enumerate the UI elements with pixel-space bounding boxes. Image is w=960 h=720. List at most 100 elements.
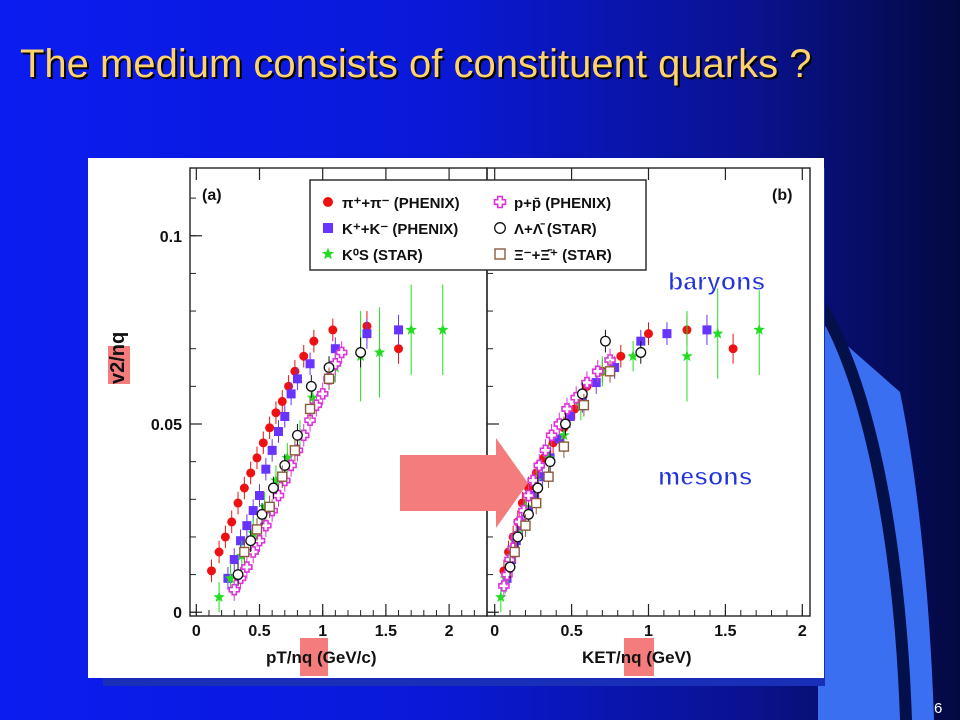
- lambda-marker: [291, 429, 303, 441]
- lambda-marker: [504, 561, 516, 573]
- lambda-marker: [232, 569, 244, 581]
- pion-marker: [277, 396, 287, 406]
- kaon-marker: [229, 555, 239, 565]
- kaon-marker: [248, 506, 258, 516]
- decorative-dark-swoosh: [814, 300, 912, 720]
- k0s-marker: [270, 474, 282, 486]
- proton-marker: [310, 399, 323, 411]
- lambda-marker: [599, 335, 611, 347]
- panel-a: 0 0.5 1 1.5 2 0 0.05 0.1 (a): [151, 167, 488, 640]
- pion-marker: [328, 325, 338, 335]
- x-tick-label: 1.5: [714, 623, 736, 640]
- kaon-marker: [280, 411, 290, 421]
- proton-marker: [493, 195, 507, 209]
- x-tick-label: 0: [192, 623, 201, 640]
- series-square-open: [239, 367, 335, 564]
- kaon-marker: [286, 389, 296, 399]
- kaon-marker: [591, 378, 601, 388]
- series-circle-open: [232, 337, 367, 586]
- xi-marker: [520, 520, 531, 531]
- legend-entry: Λ+Λ̄ (STAR): [514, 221, 597, 238]
- proton-marker: [539, 444, 552, 457]
- proton-marker: [228, 583, 241, 596]
- kaon-marker: [394, 325, 404, 335]
- kaon-marker: [236, 536, 246, 546]
- legend: π⁺+π⁻ (PHENIX) p+p̄ (PHENIX) K⁺+K⁻ (PHENIX…: [309, 179, 647, 271]
- legend-entry: Ξ⁻+Ξ̄⁺ (STAR): [514, 247, 612, 264]
- panel-label: (a): [202, 187, 222, 204]
- x-tick-label: 2: [445, 623, 454, 640]
- series-circle: [206, 311, 404, 583]
- proton-marker: [498, 580, 510, 592]
- proton-marker: [533, 459, 546, 472]
- pion-marker: [265, 423, 275, 433]
- pion-marker: [258, 438, 268, 448]
- y-tick-label: 0: [173, 605, 182, 622]
- lambda-marker: [355, 347, 367, 358]
- lambda-marker: [544, 456, 556, 468]
- lambda-marker: [494, 222, 506, 234]
- xi-marker: [578, 399, 590, 411]
- k0s-marker: [558, 429, 570, 441]
- x-tick-label: 1: [318, 623, 327, 640]
- xi-marker: [277, 471, 288, 482]
- proton-marker: [545, 429, 558, 442]
- x-tick-label: 0.5: [560, 623, 582, 640]
- pion-marker: [252, 453, 262, 463]
- lambda-marker: [559, 418, 571, 430]
- kaon-marker: [305, 359, 315, 369]
- k0s-marker: [281, 451, 293, 463]
- proton-marker: [522, 489, 535, 502]
- kaon-marker: [636, 336, 646, 346]
- kaon-marker: [537, 472, 547, 482]
- pion-marker: [299, 351, 309, 361]
- k0s-marker: [213, 591, 225, 602]
- lambda-marker: [305, 380, 317, 392]
- k0s-marker: [712, 327, 724, 339]
- overlays: v2/nq pT/nq (GeV/c) KET/nq (GeV) baryons mes…: [107, 268, 766, 676]
- pion-marker: [644, 329, 653, 339]
- proton-marker: [329, 357, 342, 370]
- proton-marker: [335, 346, 348, 359]
- lambda-marker: [267, 482, 279, 494]
- legend-entry: K⁰S (STAR): [342, 247, 423, 264]
- kaon-marker: [267, 445, 277, 455]
- k0s-marker: [306, 391, 319, 403]
- kaon-marker: [292, 374, 302, 384]
- lambda-marker: [523, 508, 534, 520]
- baryons-label: baryons: [668, 268, 765, 296]
- lambda-marker: [512, 531, 524, 543]
- legend-entry: p+p̄ (PHENIX): [514, 195, 611, 212]
- k0s-marker: [753, 323, 765, 335]
- pion-marker: [309, 336, 319, 346]
- pion-marker: [214, 547, 224, 557]
- lambda-marker: [576, 388, 588, 400]
- kaon-marker: [530, 491, 540, 501]
- xi-marker: [304, 403, 316, 415]
- kaon-marker: [273, 427, 283, 437]
- x-axis-title-b: KET/nq (GeV): [582, 648, 692, 667]
- pion-marker: [616, 351, 626, 361]
- kaon-marker: [565, 411, 575, 421]
- y-tick-label: 0.05: [151, 417, 182, 434]
- mesons-label: mesons: [658, 463, 752, 491]
- x-tick-label: 0.5: [248, 623, 270, 640]
- xi-marker: [264, 501, 275, 513]
- series-circle-open: [504, 329, 647, 579]
- xi-marker: [543, 471, 554, 482]
- pion-marker: [323, 197, 333, 207]
- pion-marker: [233, 498, 243, 508]
- xi-marker: [289, 445, 301, 456]
- transformation-arrow: [400, 438, 528, 528]
- x-axis-title-a: pT/nq (GeV/c): [266, 648, 377, 667]
- proton-marker: [501, 568, 513, 581]
- kaon-marker: [330, 344, 340, 354]
- xi-marker: [509, 546, 520, 558]
- pion-marker: [227, 517, 237, 527]
- proton-marker: [591, 365, 604, 378]
- lambda-marker: [245, 535, 257, 547]
- pion-marker: [728, 344, 738, 354]
- xi-marker: [531, 497, 542, 509]
- xi-marker: [558, 441, 570, 452]
- kaon-marker: [261, 464, 271, 474]
